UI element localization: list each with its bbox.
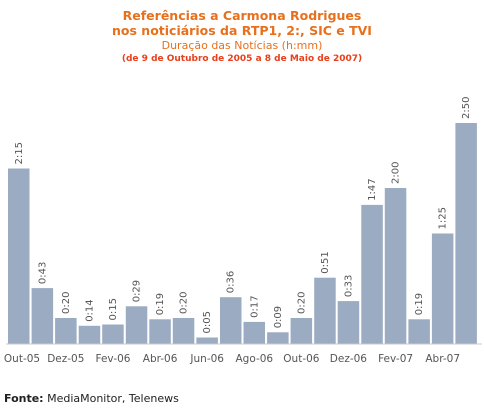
bar-value-label: 0:36 [226,271,237,293]
bars-group [8,123,477,344]
bar-value-label: 0:15 [108,298,119,320]
bar-Dez-05 [55,318,77,344]
x-tick-labels: Out-05 Dez-05 Fev-06 Abr-06 Jun-06 Ago-06 Out-… [4,353,460,365]
bar-Nov-06 [314,277,336,344]
x-tick-label: Out-06 [283,353,320,365]
title-line-1: Referências a Carmona Rodrigues [123,8,362,23]
source-label: Fonte: [4,392,44,405]
x-tick-label: Ago-06 [235,353,273,365]
bar-Mai-06 [172,318,195,344]
bar-Mai-07 [455,123,477,344]
bar-Nov-05 [31,288,54,344]
bar-value-label: 0:29 [132,280,143,302]
x-tick-label: Abr-07 [425,353,460,365]
bar-Out-06 [290,318,313,344]
bar-Fev-06 [102,324,124,344]
bar-Jul-06 [220,297,242,344]
bar-value-label: 2:50 [461,97,472,119]
bar-Abr-06 [149,319,171,344]
x-tick-label: Dez-06 [330,353,368,365]
bar-Jun-06 [196,337,218,344]
bar-Out-05 [8,168,30,344]
bar-value-label: 0:43 [37,262,48,284]
bar-value-label: 0:20 [179,292,190,314]
chart-subtitle: Duração das Notícias (h:mm) [162,39,323,52]
bar-labels-group: 2:15 0:43 0:20 0:14 0:15 0:29 0:19 0:20 0:05 0:36… [14,97,472,334]
bar-Jan-06 [78,325,101,344]
chart-title: Referências a Carmona Rodrigues nos noti… [112,8,372,38]
bar-value-label: 0:17 [249,295,260,317]
bar-Mar-07 [408,319,430,344]
bar-value-label: 0:33 [343,275,354,297]
bar-value-label: 2:15 [14,142,25,164]
bar-Ago-06 [243,321,265,344]
chart-period: (de 9 de Outubro de 2005 a 8 de Maio de … [122,54,362,64]
bar-Abr-07 [431,233,454,344]
bar-value-label: 2:00 [391,162,402,184]
x-tick-label: Abr-06 [143,353,178,365]
bar-Jan-07 [361,204,383,344]
bar-value-label: 0:20 [296,292,307,314]
bar-value-label: 0:14 [84,299,95,321]
bar-Fev-07 [384,188,407,344]
source-text: MediaMonitor, Telenews [47,392,179,405]
bar-value-label: 0:19 [414,293,425,315]
bar-value-label: 0:09 [273,306,284,328]
bar-value-label: 0:05 [202,311,213,333]
x-tick-label: Dez-05 [47,353,84,365]
x-tick-label: Out-05 [4,353,40,365]
x-tick-label: Jun-06 [189,353,224,365]
x-tick-label: Fev-06 [95,353,130,365]
bar-value-label: 0:19 [155,293,166,315]
bar-value-label: 0:20 [61,292,72,314]
bar-value-label: 1:47 [367,178,378,200]
title-line-2: nos noticiários da RTP1, 2:, SIC e TVI [112,23,372,38]
source-note: Fonte: MediaMonitor, Telenews [4,392,179,405]
bar-Set-06 [267,332,289,344]
bar-value-label: 0:51 [320,251,331,273]
bar-Dez-06 [337,301,360,344]
bar-value-label: 1:25 [438,207,449,229]
x-tick-label: Fev-07 [378,353,413,365]
bar-Mar-06 [125,306,148,344]
